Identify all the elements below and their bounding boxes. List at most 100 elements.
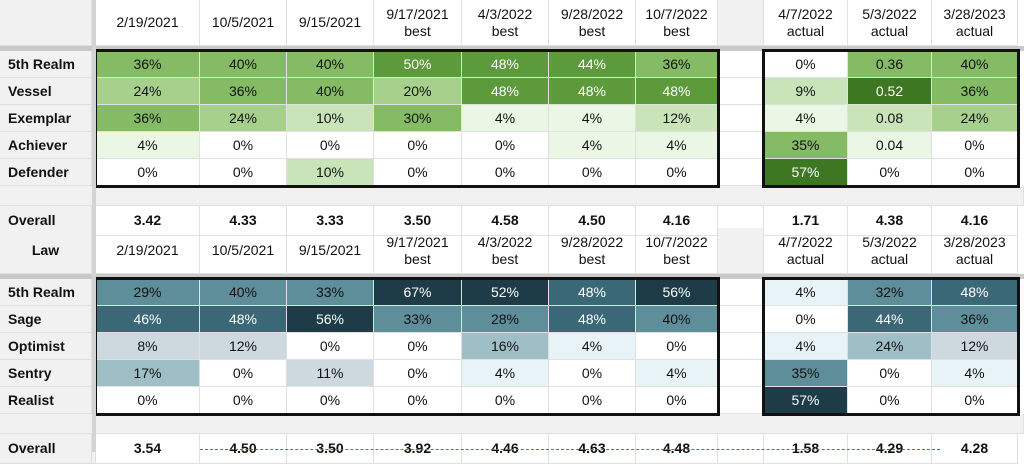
data-cell[interactable]: 0.08 (848, 105, 932, 132)
data-cell[interactable]: 0% (200, 132, 287, 159)
data-cell[interactable]: 9% (764, 78, 848, 105)
data-cell[interactable]: 33% (287, 279, 374, 306)
data-cell[interactable]: 0.04 (848, 132, 932, 159)
data-cell[interactable]: 56% (287, 306, 374, 333)
data-cell[interactable]: 40% (287, 51, 374, 78)
data-cell[interactable]: 0% (932, 159, 1018, 186)
data-cell[interactable]: 28% (462, 306, 549, 333)
data-cell[interactable]: 40% (200, 279, 287, 306)
overall-value[interactable]: 3.54 (96, 434, 200, 464)
overall-label[interactable]: Overall (0, 434, 92, 464)
column-header[interactable]: 3/28/2023 actual (932, 0, 1018, 46)
column-header[interactable]: 9/15/2021 (287, 0, 374, 46)
data-cell[interactable]: 0% (549, 387, 636, 414)
data-cell[interactable]: 36% (96, 51, 200, 78)
row-label[interactable]: Sage (0, 306, 92, 333)
overall-value[interactable]: 3.50 (374, 206, 462, 236)
row-label[interactable]: Realist (0, 387, 92, 414)
column-header[interactable]: 10/5/2021 (200, 228, 287, 274)
data-cell[interactable]: 35% (764, 132, 848, 159)
data-cell[interactable]: 48% (636, 78, 718, 105)
data-cell[interactable]: 0% (374, 360, 462, 387)
overall-value[interactable]: 4.16 (932, 206, 1018, 236)
data-cell[interactable]: 4% (932, 360, 1018, 387)
data-cell[interactable]: 48% (462, 78, 549, 105)
data-cell[interactable]: 4% (764, 105, 848, 132)
data-cell[interactable]: 50% (374, 51, 462, 78)
data-cell[interactable]: 35% (764, 360, 848, 387)
data-cell[interactable]: 0% (200, 387, 287, 414)
column-header[interactable]: 9/17/2021 best (374, 0, 462, 46)
data-cell[interactable]: 0% (287, 333, 374, 360)
column-header[interactable]: 4/3/2022 best (462, 0, 549, 46)
data-cell[interactable]: 30% (374, 105, 462, 132)
data-cell[interactable]: 48% (549, 306, 636, 333)
data-cell[interactable]: 0% (200, 159, 287, 186)
data-cell[interactable]: 4% (549, 132, 636, 159)
data-cell[interactable]: 48% (462, 51, 549, 78)
data-cell[interactable]: 0% (848, 360, 932, 387)
column-header[interactable]: 4/3/2022 best (462, 228, 549, 274)
data-cell[interactable]: 0% (374, 333, 462, 360)
data-cell[interactable]: 4% (462, 360, 549, 387)
column-header[interactable]: 10/5/2021 (200, 0, 287, 46)
column-header[interactable]: 2/19/2021 (96, 0, 200, 46)
data-cell[interactable]: 24% (96, 78, 200, 105)
row-label[interactable]: Vessel (0, 78, 92, 105)
data-cell[interactable]: 52% (462, 279, 549, 306)
overall-value[interactable]: 4.58 (462, 206, 549, 236)
data-cell[interactable]: 48% (549, 78, 636, 105)
column-header[interactable]: 4/7/2022 actual (764, 228, 848, 274)
overall-value[interactable]: 4.16 (636, 206, 718, 236)
data-cell[interactable]: 0% (374, 387, 462, 414)
data-cell[interactable]: 12% (636, 105, 718, 132)
data-cell[interactable]: 0% (200, 360, 287, 387)
data-cell[interactable]: 0% (374, 132, 462, 159)
data-cell[interactable]: 46% (96, 306, 200, 333)
row-label[interactable]: Defender (0, 159, 92, 186)
data-cell[interactable]: 11% (287, 360, 374, 387)
data-cell[interactable]: 0% (932, 387, 1018, 414)
data-cell[interactable]: 0% (462, 387, 549, 414)
row-label[interactable]: 5th Realm (0, 51, 92, 78)
data-cell[interactable]: 0% (549, 159, 636, 186)
data-cell[interactable]: 57% (764, 159, 848, 186)
data-cell[interactable]: 36% (636, 51, 718, 78)
data-cell[interactable]: 0% (287, 132, 374, 159)
data-cell[interactable]: 32% (848, 279, 932, 306)
column-header[interactable]: 9/28/2022 best (549, 228, 636, 274)
overall-value[interactable]: 4.33 (200, 206, 287, 236)
data-cell[interactable]: 0% (549, 360, 636, 387)
data-cell[interactable]: 0% (636, 333, 718, 360)
data-cell[interactable]: 40% (287, 78, 374, 105)
data-cell[interactable]: 16% (462, 333, 549, 360)
data-cell[interactable]: 0% (374, 159, 462, 186)
data-cell[interactable]: 48% (932, 279, 1018, 306)
data-cell[interactable]: 0.36 (848, 51, 932, 78)
data-cell[interactable]: 36% (200, 78, 287, 105)
data-cell[interactable]: 4% (549, 333, 636, 360)
data-cell[interactable]: 0% (764, 51, 848, 78)
data-cell[interactable]: 17% (96, 360, 200, 387)
data-cell[interactable]: 0% (848, 387, 932, 414)
column-header[interactable]: 2/19/2021 (96, 228, 200, 274)
data-cell[interactable]: 0% (462, 159, 549, 186)
data-cell[interactable]: 4% (764, 333, 848, 360)
data-cell[interactable]: 48% (549, 279, 636, 306)
data-cell[interactable]: 4% (549, 105, 636, 132)
data-cell[interactable]: 0% (462, 132, 549, 159)
data-cell[interactable]: 4% (636, 132, 718, 159)
data-cell[interactable]: 0% (636, 387, 718, 414)
column-header[interactable]: 9/15/2021 (287, 228, 374, 274)
data-cell[interactable]: 24% (200, 105, 287, 132)
data-cell[interactable]: 0% (764, 306, 848, 333)
data-cell[interactable]: 57% (764, 387, 848, 414)
data-cell[interactable]: 36% (932, 78, 1018, 105)
data-cell[interactable]: 8% (96, 333, 200, 360)
overall-value[interactable]: 4.50 (549, 206, 636, 236)
data-cell[interactable]: 40% (636, 306, 718, 333)
data-cell[interactable]: 44% (848, 306, 932, 333)
data-cell[interactable]: 40% (932, 51, 1018, 78)
data-cell[interactable]: 24% (932, 105, 1018, 132)
data-cell[interactable]: 36% (932, 306, 1018, 333)
